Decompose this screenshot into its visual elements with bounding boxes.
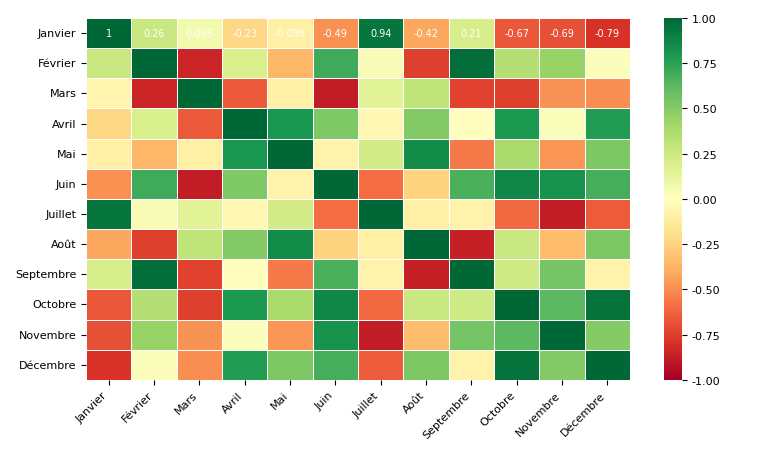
Text: -0.42: -0.42 xyxy=(414,29,439,39)
Text: 0.21: 0.21 xyxy=(461,29,482,39)
Text: 0.26: 0.26 xyxy=(144,29,165,39)
Text: 1: 1 xyxy=(105,29,112,39)
Text: -0.098: -0.098 xyxy=(275,29,305,39)
Text: -0.79: -0.79 xyxy=(595,29,620,39)
Text: 0.94: 0.94 xyxy=(370,29,391,39)
Text: -0.49: -0.49 xyxy=(323,29,348,39)
Text: -0.69: -0.69 xyxy=(550,29,575,39)
Text: -0.67: -0.67 xyxy=(505,29,530,39)
Text: 0.065: 0.065 xyxy=(186,29,213,39)
Text: -0.23: -0.23 xyxy=(232,29,257,39)
